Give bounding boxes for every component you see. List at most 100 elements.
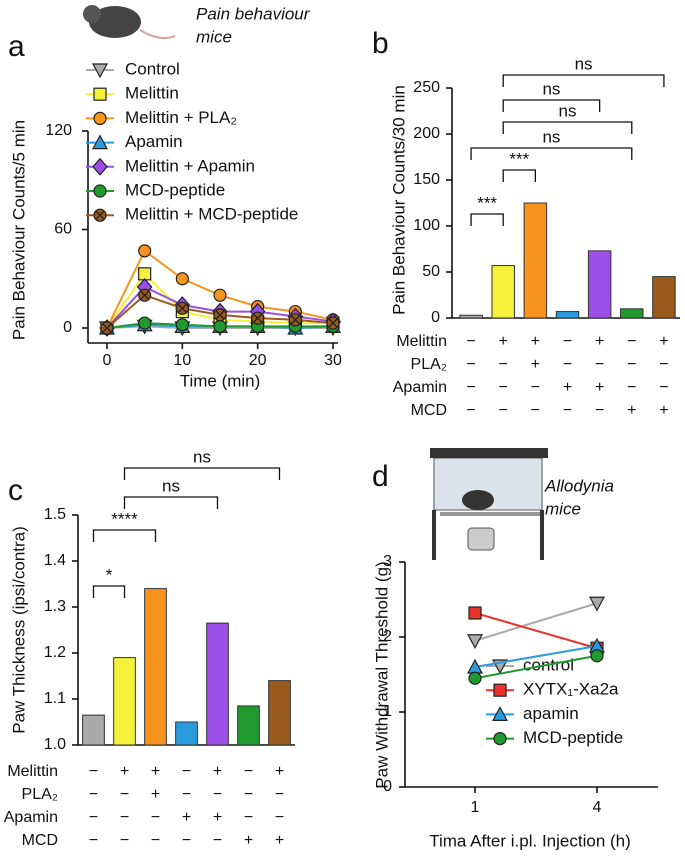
significance-bracket — [502, 121, 633, 134]
marker-cross — [177, 303, 187, 313]
legend-marker — [93, 87, 107, 101]
marker — [213, 288, 227, 302]
significance-label: ns — [542, 79, 560, 98]
y-tick-label: 120 — [45, 122, 72, 139]
marker-cross — [102, 323, 112, 333]
bar — [206, 622, 229, 746]
table-cell: − — [244, 786, 253, 803]
bar — [144, 588, 167, 746]
significance-label: **** — [111, 509, 138, 528]
y-tick-label: 1.4 — [44, 552, 66, 569]
y-axis-label: Pain Behaviour Counts/30 min — [389, 85, 408, 315]
marker-cross — [290, 315, 300, 325]
legend-marker — [91, 134, 109, 150]
table-cell: − — [659, 356, 668, 373]
marker-cross — [95, 210, 105, 220]
table-cell: + — [275, 763, 284, 780]
marker — [466, 634, 484, 650]
table-cell: − — [595, 356, 604, 373]
annotation: mice — [545, 499, 581, 518]
table-cell: − — [89, 763, 98, 780]
bar — [175, 721, 198, 746]
significance-bracket — [502, 169, 537, 182]
table-cell: − — [595, 402, 604, 419]
mouse-illustration — [83, 5, 176, 39]
significance-bracket — [92, 585, 126, 598]
table-row-label: Melittin — [396, 333, 447, 350]
legend-label: MCD-peptide — [523, 728, 623, 747]
x-axis-label: Tima After i.pl. Injection (h) — [429, 831, 631, 850]
table-cell: − — [89, 786, 98, 803]
table-cell: + — [213, 763, 222, 780]
marker — [175, 272, 189, 286]
table-row-label: MCD — [22, 832, 58, 849]
y-axis-label: Pain Behaviour Counts/5 min — [9, 120, 28, 340]
significance-label: ns — [542, 127, 560, 146]
y-axis-label: Paw Thickness (ipsi/contra) — [9, 526, 28, 734]
marker — [175, 318, 189, 332]
significance-bracket — [502, 74, 665, 87]
y-tick-label: 0 — [63, 319, 72, 336]
annotation: Allodynia — [544, 476, 614, 495]
y-tick-label: 150 — [413, 171, 440, 188]
table-row-label: Apamin — [4, 809, 58, 826]
bar — [620, 308, 644, 319]
legend-label: Melittin + MCD-peptide — [125, 205, 298, 224]
x-tick-label: 1 — [471, 799, 480, 816]
bar — [268, 680, 291, 746]
table-cell: + — [151, 763, 160, 780]
table-row-label: Melittin — [7, 763, 58, 780]
bar — [113, 657, 136, 746]
marker — [588, 596, 606, 612]
table-cell: − — [182, 832, 191, 849]
table-cell: − — [244, 763, 253, 780]
table-cell: + — [627, 402, 636, 419]
marker — [138, 244, 152, 258]
x-tick-label: 4 — [593, 799, 602, 816]
table-cell: − — [563, 333, 572, 350]
y-tick-label: 250 — [413, 79, 440, 96]
bar — [587, 250, 612, 319]
significance-label: ns — [162, 476, 180, 495]
table-cell: − — [244, 809, 253, 826]
table-cell: − — [120, 786, 129, 803]
table-cell: − — [466, 402, 475, 419]
bar — [523, 202, 548, 319]
bar — [652, 276, 676, 319]
table-cell: − — [275, 786, 284, 803]
significance-label: *** — [477, 193, 497, 212]
bar — [82, 714, 105, 746]
significance-bracket — [470, 213, 504, 226]
marker — [468, 606, 482, 620]
legend-label: MCD-peptide — [125, 180, 225, 199]
y-tick-label: 1.3 — [44, 598, 66, 615]
table-cell: + — [120, 763, 129, 780]
marker — [138, 316, 152, 330]
marker — [138, 267, 152, 281]
significance-bracket — [92, 529, 157, 542]
table-cell: − — [531, 379, 540, 396]
table-cell: + — [595, 333, 604, 350]
significance-label: ns — [193, 447, 211, 466]
table-cell: − — [213, 786, 222, 803]
table-cell: − — [627, 356, 636, 373]
legend-marker — [92, 157, 108, 176]
table-cell: + — [275, 832, 284, 849]
panel-label: b — [372, 27, 389, 60]
x-tick-label: 0 — [103, 352, 112, 369]
significance-bracket — [502, 99, 601, 112]
marker — [590, 649, 604, 663]
table-cell: − — [466, 379, 475, 396]
marker-cross — [328, 318, 338, 328]
bar — [459, 314, 483, 319]
y-tick-label: 1.0 — [44, 736, 66, 753]
bar — [491, 265, 515, 319]
table-row-label: MCD — [411, 402, 447, 419]
table-cell: − — [89, 809, 98, 826]
bar — [555, 311, 580, 319]
table-cell: + — [213, 809, 222, 826]
series-line — [474, 602, 598, 642]
table-cell: − — [531, 402, 540, 419]
legend-label: Control — [125, 59, 180, 78]
legend-marker — [93, 111, 107, 126]
